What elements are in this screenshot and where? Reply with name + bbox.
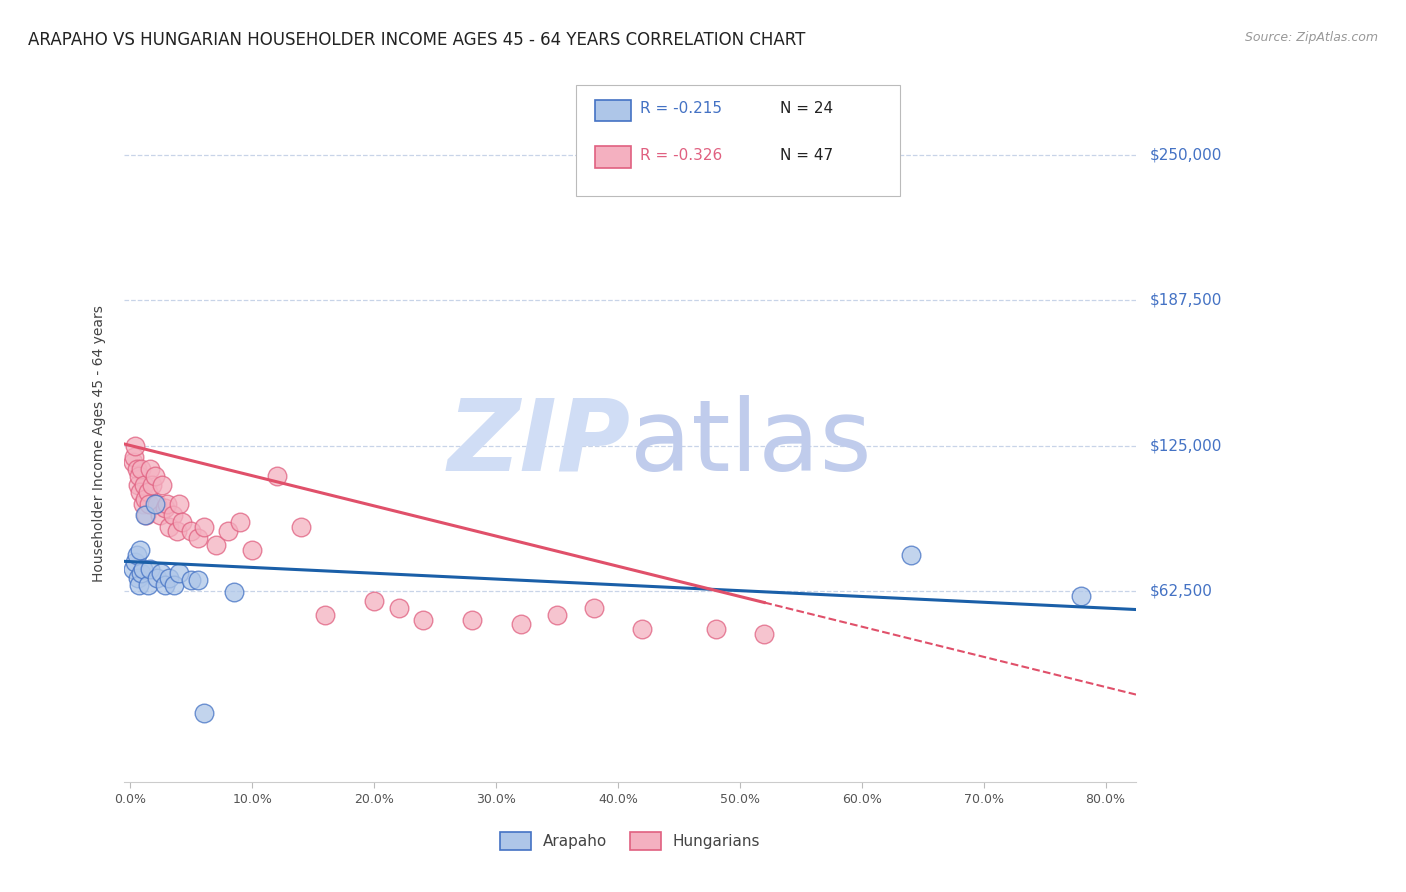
Point xyxy=(546,608,568,623)
Text: $250,000: $250,000 xyxy=(1150,148,1222,162)
Point xyxy=(631,622,654,636)
Point xyxy=(240,543,263,558)
Point xyxy=(136,485,159,500)
Point xyxy=(128,578,150,592)
Point xyxy=(150,478,173,492)
Point xyxy=(131,497,153,511)
Point xyxy=(134,491,156,506)
Point xyxy=(128,468,150,483)
Point xyxy=(186,573,208,587)
Point xyxy=(122,561,145,575)
Point xyxy=(131,561,153,575)
Point xyxy=(136,578,159,592)
Point xyxy=(582,601,605,615)
Text: $187,500: $187,500 xyxy=(1150,293,1222,308)
Point xyxy=(509,617,531,632)
Point xyxy=(125,462,148,476)
Text: R = -0.215: R = -0.215 xyxy=(640,102,721,116)
Point xyxy=(167,566,190,581)
Point xyxy=(146,571,169,585)
Point xyxy=(180,524,202,539)
Point xyxy=(124,555,146,569)
Point xyxy=(159,520,181,534)
Point xyxy=(290,520,312,534)
Point xyxy=(461,613,484,627)
Point xyxy=(162,508,184,523)
Point xyxy=(754,626,776,640)
Point xyxy=(131,566,153,581)
Point xyxy=(149,508,172,523)
Point xyxy=(124,438,146,452)
Text: ARAPAHO VS HUNGARIAN HOUSEHOLDER INCOME AGES 45 - 64 YEARS CORRELATION CHART: ARAPAHO VS HUNGARIAN HOUSEHOLDER INCOME … xyxy=(28,31,806,49)
Text: ZIP: ZIP xyxy=(447,395,630,491)
Point xyxy=(900,548,922,562)
Point xyxy=(388,601,411,615)
Point xyxy=(153,501,176,516)
Point xyxy=(143,497,166,511)
Point xyxy=(159,571,181,585)
Text: $62,500: $62,500 xyxy=(1150,583,1213,599)
Point xyxy=(139,561,162,575)
Text: Source: ZipAtlas.com: Source: ZipAtlas.com xyxy=(1244,31,1378,45)
Point xyxy=(166,524,188,539)
Point xyxy=(127,478,149,492)
Point xyxy=(180,573,202,587)
Point xyxy=(125,548,148,562)
Point xyxy=(363,594,385,608)
Point xyxy=(122,450,145,464)
Point xyxy=(141,478,163,492)
Text: atlas: atlas xyxy=(630,395,872,491)
Legend: Arapaho, Hungarians: Arapaho, Hungarians xyxy=(494,826,766,856)
Point xyxy=(193,706,215,720)
Text: $125,000: $125,000 xyxy=(1150,438,1222,453)
Point xyxy=(229,515,252,529)
Point xyxy=(163,578,186,592)
Point xyxy=(204,538,226,552)
Point xyxy=(193,520,215,534)
Point xyxy=(170,515,193,529)
Point xyxy=(139,462,162,476)
Point xyxy=(129,485,152,500)
Point xyxy=(149,566,172,581)
Text: N = 47: N = 47 xyxy=(780,148,834,162)
Point xyxy=(127,571,149,585)
Point xyxy=(167,497,190,511)
Point xyxy=(122,455,145,469)
Point xyxy=(266,468,288,483)
Point xyxy=(131,462,153,476)
Text: R = -0.326: R = -0.326 xyxy=(640,148,721,162)
Point xyxy=(315,608,337,623)
Point xyxy=(156,497,179,511)
Y-axis label: Householder Income Ages 45 - 64 years: Householder Income Ages 45 - 64 years xyxy=(93,305,107,582)
Point xyxy=(704,622,727,636)
Point xyxy=(1070,590,1092,604)
Point xyxy=(146,497,169,511)
Point xyxy=(135,508,157,523)
Point xyxy=(217,524,239,539)
Point xyxy=(186,532,208,546)
Point xyxy=(143,468,166,483)
Point xyxy=(412,613,434,627)
Point xyxy=(129,543,152,558)
Point xyxy=(153,578,176,592)
Point xyxy=(134,508,156,523)
Point xyxy=(138,497,160,511)
Point xyxy=(222,584,245,599)
Text: N = 24: N = 24 xyxy=(780,102,834,116)
Point xyxy=(132,478,155,492)
